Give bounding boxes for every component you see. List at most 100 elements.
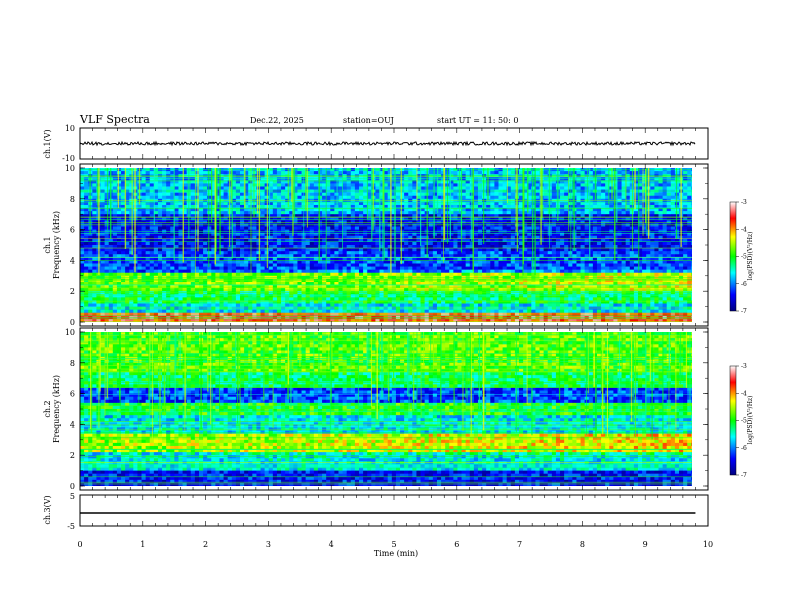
spectrogram-cell [354, 204, 360, 209]
spectrogram-cell [211, 266, 216, 271]
spectrogram-cell [170, 189, 175, 194]
spectrogram-cell [190, 312, 196, 317]
spectrogram-cell [404, 189, 409, 194]
spectrogram-cell [268, 214, 274, 218]
spectrogram-cell [404, 257, 409, 261]
spectrogram-cell [317, 201, 323, 206]
spectrogram-cell [80, 291, 85, 295]
spectrogram-cell [367, 248, 372, 252]
spectrogram-cell [342, 241, 348, 246]
spectrogram-cell [153, 266, 159, 271]
spectrogram-cell [170, 241, 175, 246]
spectrogram-cell [170, 251, 175, 255]
spectrogram-cell [387, 245, 393, 249]
spectrogram-cell [404, 238, 409, 243]
spectrogram-cell [116, 183, 122, 187]
spectrogram-cell [404, 251, 409, 255]
spectrogram-cell [379, 306, 385, 311]
spectrogram-cell [174, 211, 179, 215]
spectrogram-cell [174, 192, 179, 197]
spectrogram-cell [428, 238, 434, 243]
spectrogram-cell [190, 303, 196, 307]
spectrogram-cell [338, 266, 343, 271]
spectrogram-cell [354, 192, 360, 197]
spectrogram-cell [157, 183, 163, 187]
spectrogram-cell [441, 291, 446, 295]
spectrogram-cell [240, 248, 245, 252]
spectrogram-cell [248, 318, 253, 322]
spectrogram-cell [375, 254, 380, 258]
spectrogram-cell [342, 195, 348, 200]
spectrogram-cell [174, 171, 179, 175]
spectrogram-cell [293, 245, 298, 249]
spectrogram-cell [400, 226, 405, 230]
spectrogram-cell [129, 192, 134, 197]
spectrogram-cell [424, 294, 430, 298]
spectrogram-cell [281, 177, 286, 181]
spectrogram-cell [215, 303, 220, 307]
spectrogram-cell [162, 195, 167, 200]
spectrogram-cell [231, 285, 237, 289]
spectrogram-cell [404, 211, 409, 215]
spectrogram-cell [141, 195, 147, 200]
spectrogram-cell [260, 186, 266, 190]
spectrogram-cell [354, 217, 360, 221]
spectrogram-cell [248, 294, 253, 298]
spectrogram-cell [453, 235, 458, 240]
spectrogram-cell [272, 312, 278, 317]
spectrogram-cell [379, 217, 385, 221]
spectrogram-cell [84, 269, 89, 274]
spectrogram-cell [400, 208, 405, 212]
spectrogram-cell [186, 294, 192, 298]
spectrogram-cell [375, 260, 380, 264]
spectrogram-cell [404, 180, 409, 184]
spectrogram-cell [326, 257, 331, 261]
spectrogram-cell [395, 235, 401, 240]
spectrogram-cell [104, 245, 110, 249]
spectrogram-cell [149, 254, 155, 258]
spectrogram-cell [285, 220, 290, 224]
spectrogram-cell [231, 238, 237, 243]
spectrogram-cell [354, 177, 360, 181]
spectrogram-cell [408, 238, 413, 243]
spectrogram-cell [297, 294, 302, 298]
spectrogram-cell [244, 245, 249, 249]
spectrogram-cell [108, 248, 114, 252]
spectrogram-cell [285, 309, 290, 314]
spectrogram-cell [92, 245, 97, 249]
spectrogram-cell [317, 241, 323, 246]
spectrogram-cell [305, 285, 311, 289]
spectrogram-cell [170, 263, 175, 267]
spectrogram-cell [203, 248, 208, 252]
spectrogram-cell [457, 266, 462, 271]
spectrogram-cell [473, 223, 479, 227]
spectrogram-cell [453, 180, 458, 184]
spectrogram-cell [145, 238, 151, 243]
spectrogram-cell [223, 294, 229, 298]
spectrogram-cell [84, 214, 89, 218]
spectrogram-cell [203, 300, 208, 304]
spectrogram-cell [379, 272, 385, 277]
spectrogram-cell [469, 241, 475, 246]
spectrogram-cell [387, 300, 393, 304]
spectrogram-cell [313, 257, 319, 261]
spectrogram-cell [84, 281, 89, 286]
spectrogram-cell [408, 263, 413, 267]
spectrogram-cell [436, 220, 442, 224]
spectrogram-cell [346, 226, 352, 230]
spectrogram-cell [383, 208, 389, 212]
spectrogram-cell [416, 303, 421, 307]
spectrogram-cell [80, 208, 85, 212]
spectrogram-cell [248, 241, 253, 246]
spectrogram-cell [322, 186, 327, 190]
spectrogram-cell [420, 238, 426, 243]
date-label: Dec.22, 2025 [250, 116, 304, 125]
spectrogram-cell [342, 189, 348, 194]
spectrogram-cell [92, 294, 97, 298]
spectrogram-cell [112, 220, 118, 224]
spectrogram-cell [166, 186, 171, 190]
spectrogram-cell [260, 238, 266, 243]
spectrogram-cell [469, 318, 475, 322]
spectrogram-cell [322, 306, 327, 311]
spectrogram-cell [293, 214, 298, 218]
